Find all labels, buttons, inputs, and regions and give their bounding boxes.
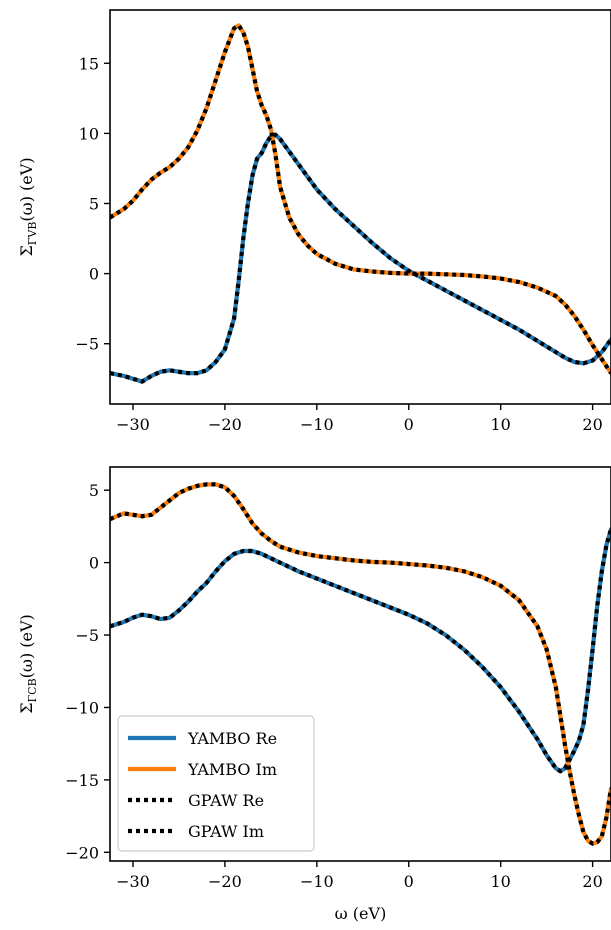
y-tick-label: 0 — [89, 265, 99, 284]
y-tick-label: −15 — [65, 771, 99, 790]
y-axis-label-rest: (ω) (eV) — [17, 614, 36, 678]
x-tick-label: −20 — [208, 415, 242, 434]
bottom-panel-cb: −30 −20 −10 0 10 20 −20 −15 −10 −5 0 5 ΣΓCB(ω) (eV) ω… — [17, 466, 611, 923]
x-tick-label: 0 — [404, 415, 414, 434]
y-axis-label-rest: (ω) (eV) — [17, 157, 36, 221]
y-tick-label: −10 — [65, 698, 99, 717]
y-axis-label-sub: ΓVB — [26, 222, 39, 246]
y-tick-label: −5 — [75, 626, 99, 645]
x-tick-label: −20 — [208, 872, 242, 891]
y-axis-label-main: Σ — [17, 702, 36, 713]
y-tick-label: 0 — [89, 554, 99, 573]
axes-frame — [109, 9, 611, 405]
y-tick-label: 15 — [79, 54, 99, 73]
y-axis-label: ΣΓVB(ω) (eV) — [17, 157, 39, 256]
series-line-gpaw-re — [110, 528, 611, 774]
series-line-gpaw-im — [110, 23, 611, 375]
y-tick-label: 5 — [89, 194, 99, 213]
series-group — [110, 482, 611, 846]
y-axis-label-main: Σ — [17, 245, 36, 256]
x-tick-label: 20 — [582, 415, 602, 434]
x-tick-label: 20 — [582, 872, 602, 891]
axes-frame — [109, 466, 611, 862]
x-tick-label: 10 — [491, 415, 511, 434]
x-axis-label: ω (eV) — [335, 904, 387, 923]
y-axis-label-sub: ΓCB — [26, 678, 39, 702]
legend-box — [117, 715, 315, 852]
x-tick-label: 10 — [491, 872, 511, 891]
series-line-yambo-im — [110, 482, 611, 846]
x-tick-label: −10 — [300, 872, 334, 891]
series-line-yambo-im — [110, 23, 611, 376]
y-axis-label: ΣΓCB(ω) (eV) — [17, 614, 39, 714]
legend-label: YAMBO Re — [187, 729, 277, 748]
legend-label: GPAW Im — [188, 822, 264, 841]
series-group — [110, 23, 611, 384]
x-tick-label: −10 — [300, 415, 334, 434]
series-line-yambo-re — [110, 132, 611, 384]
legend: YAMBO Re YAMBO Im GPAW Re GPAW Im — [117, 715, 315, 852]
y-tick-label: 10 — [79, 124, 99, 143]
y-tick-label: −5 — [75, 335, 99, 354]
x-tick-label: 0 — [404, 872, 414, 891]
x-tick-label: −30 — [116, 872, 150, 891]
legend-label: YAMBO Im — [187, 760, 277, 779]
x-tick-label: −30 — [116, 415, 150, 434]
legend-label: GPAW Re — [188, 791, 264, 810]
y-tick-label: 5 — [89, 481, 99, 500]
series-line-gpaw-re — [110, 132, 611, 384]
y-tick-label: −20 — [65, 843, 99, 862]
top-panel-vb: −30 −20 −10 0 10 20 −5 0 5 10 15 ΣΓVB(ω) (eV) — [17, 9, 611, 434]
